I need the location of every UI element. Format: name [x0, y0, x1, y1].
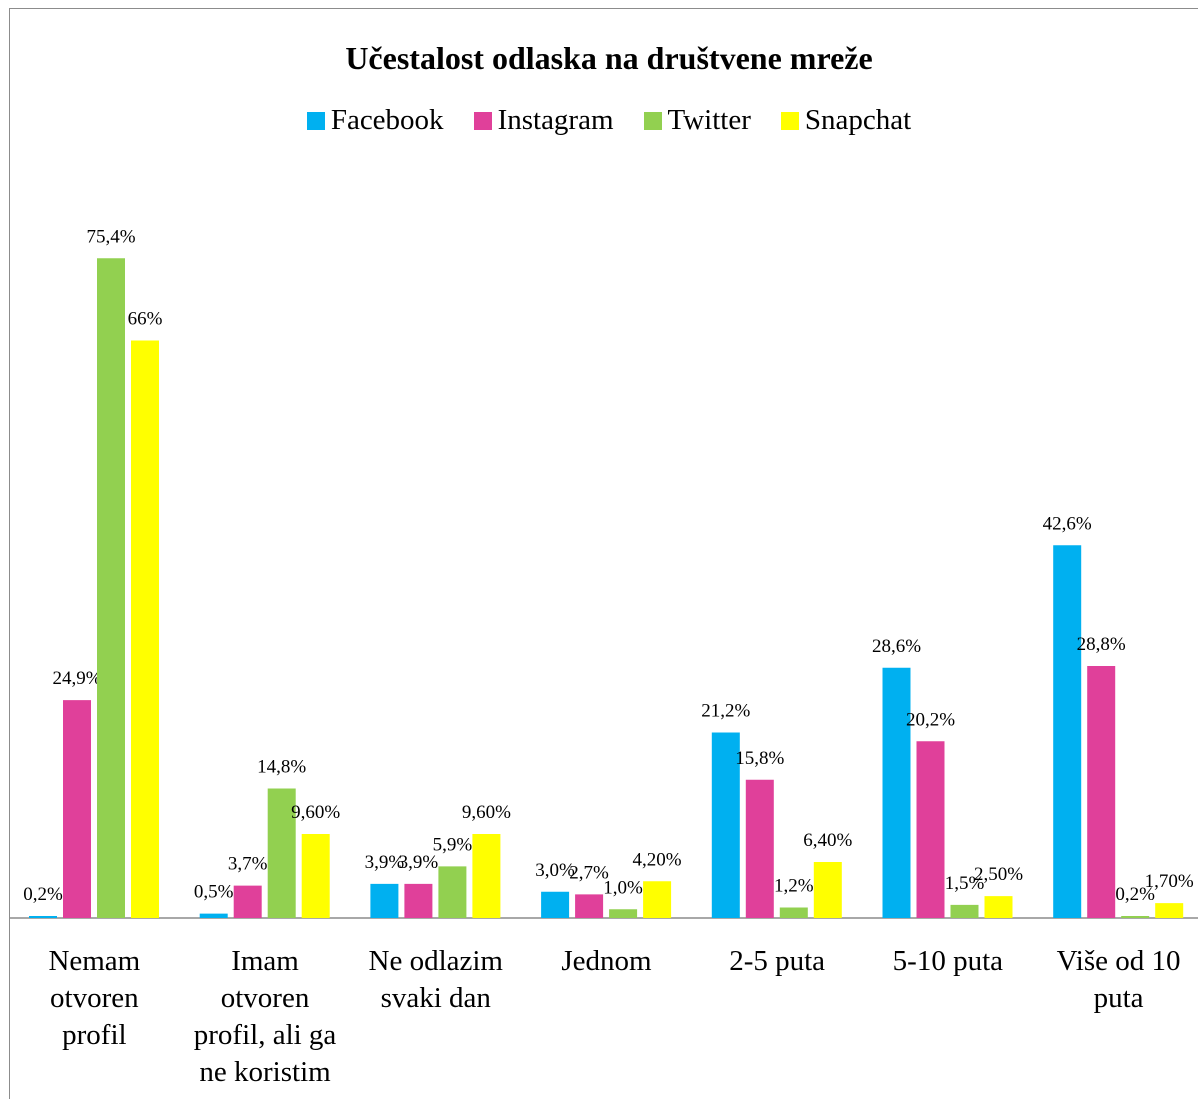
bar-facebook-5 [882, 667, 911, 918]
category-label: profil [62, 1019, 126, 1051]
data-label: 1,2% [774, 876, 814, 897]
data-label: 9,60% [291, 802, 340, 823]
category-label: Jednom [561, 945, 652, 977]
bar-facebook-1 [199, 913, 228, 918]
category-label: Nemam [48, 945, 140, 977]
data-label: 9,60% [462, 802, 511, 823]
legend-item-facebook: Facebook [306, 104, 444, 137]
category-label: Ne odlazim [369, 945, 504, 977]
bar-instagram-4 [745, 779, 774, 918]
bar-snapchat-5 [984, 896, 1013, 918]
data-label: 24,9% [52, 668, 101, 689]
data-label: 14,8% [257, 757, 306, 778]
data-label: 3,9% [365, 852, 405, 873]
bar-snapchat-1 [301, 834, 330, 918]
legend-swatch [306, 111, 325, 130]
data-label: 20,2% [906, 709, 955, 730]
data-label: 3,9% [399, 852, 439, 873]
data-label: 2,50% [974, 864, 1023, 885]
category-label: otvoren [221, 982, 310, 1014]
bar-facebook-3 [541, 891, 570, 918]
bar-twitter-0 [97, 258, 125, 918]
bar-facebook-2 [370, 883, 399, 918]
bar-instagram-6 [1087, 666, 1116, 918]
chart-frame [9, 8, 1198, 1099]
legend-swatch [473, 111, 492, 130]
data-label: 15,8% [735, 748, 784, 769]
data-label: 3,7% [228, 854, 268, 875]
bar-twitter-3 [609, 909, 638, 918]
data-label: 0,2% [23, 884, 63, 905]
data-label: 21,2% [701, 701, 750, 722]
bar-facebook-4 [711, 732, 740, 918]
bar-twitter-1 [267, 788, 296, 918]
data-label: 2,7% [569, 862, 609, 883]
category-label: svaki dan [381, 982, 492, 1014]
data-label: 0,5% [194, 882, 234, 903]
data-label: 1,70% [1145, 871, 1194, 892]
data-label: 3,0% [535, 860, 575, 881]
data-label: 42,6% [1043, 513, 1092, 534]
category-label: 5-10 puta [893, 945, 1003, 977]
data-label: 0,2% [1115, 884, 1155, 905]
bar-snapchat-2 [472, 834, 501, 918]
data-label: 4,20% [633, 849, 682, 870]
legend-swatch [643, 111, 662, 130]
chart-title: Učestalost odlaska na društvene mreže [345, 40, 873, 76]
bar-instagram-1 [233, 885, 262, 918]
category-label: Imam [231, 945, 299, 977]
legend-item-twitter: Twitter [643, 104, 751, 137]
category-label: ne koristim [199, 1056, 331, 1088]
legend-item-snapchat: Snapchat [780, 104, 912, 137]
bar-snapchat-0 [131, 340, 159, 918]
category-label: Više od 10 [1057, 945, 1181, 977]
data-label: 66% [128, 309, 163, 330]
legend-label: Facebook [330, 104, 444, 136]
bar-instagram-2 [404, 883, 433, 918]
bar-instagram-3 [575, 894, 604, 918]
category-label: 2-5 puta [729, 945, 825, 977]
legend-label: Snapchat [804, 104, 912, 136]
category-label: puta [1094, 982, 1144, 1014]
data-label: 28,8% [1077, 634, 1126, 655]
legend-item-instagram: Instagram [473, 104, 614, 137]
legend-label: Twitter [667, 104, 751, 136]
category-label: profil, ali ga [194, 1019, 337, 1051]
category-label: otvoren [50, 982, 139, 1014]
bar-twitter-6 [1121, 916, 1150, 918]
data-label: 1,0% [603, 877, 643, 898]
data-label: 1,5% [945, 873, 985, 894]
legend-label: Instagram [497, 104, 614, 136]
legend-swatch [780, 111, 799, 130]
bar-instagram-0 [63, 700, 91, 918]
bar-snapchat-6 [1155, 903, 1184, 918]
bar-twitter-2 [438, 866, 467, 918]
bar-facebook-0 [29, 916, 57, 918]
chart-legend: Facebook Instagram Twitter Snapchat [0, 104, 1198, 137]
bar-snapchat-3 [643, 881, 672, 918]
bar-instagram-5 [916, 741, 945, 918]
bar-facebook-6 [1053, 545, 1082, 918]
bar-twitter-5 [950, 904, 979, 918]
bar-snapchat-4 [813, 862, 842, 918]
bar-twitter-4 [779, 907, 808, 918]
data-label: 5,9% [433, 834, 473, 855]
data-label: 6,40% [803, 830, 852, 851]
data-label: 75,4% [86, 226, 135, 247]
data-label: 28,6% [872, 636, 921, 657]
